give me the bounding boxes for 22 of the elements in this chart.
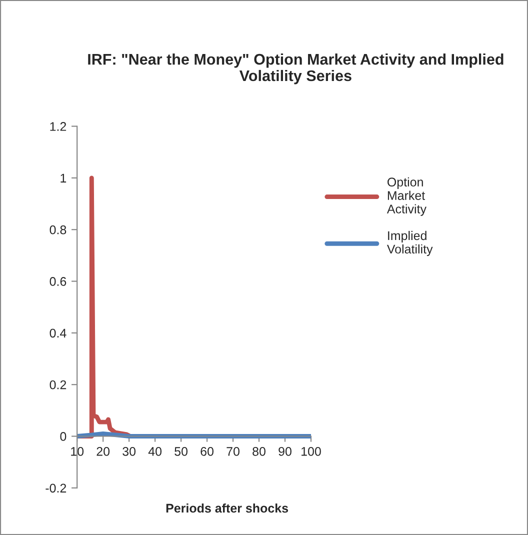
y-tick-label: 0.2 (50, 380, 66, 390)
y-tick-label: 0.8 (50, 225, 66, 234)
y-tick-label: 0.4 (50, 328, 66, 338)
x-tick-label: 80 (252, 447, 266, 456)
legend-label: Option Market Activity (386, 177, 426, 216)
x-tick-label: 100 (302, 447, 321, 456)
x-tick-label: 60 (200, 447, 214, 456)
x-axis-title: Periods after shocks (166, 503, 288, 513)
legend-label: Implied Volatility (386, 230, 433, 256)
y-tick-label: 1 (60, 174, 66, 182)
x-tick-label: 90 (278, 447, 292, 456)
x-tick-label: 30 (122, 447, 136, 456)
x-tick-label: 70 (226, 447, 240, 456)
x-tick-label: 40 (148, 447, 162, 456)
y-tick-label: 0 (60, 432, 66, 441)
chart-title: IRF: "Near the Money" Option Market Activity and Implied Volatility Series (88, 54, 504, 84)
y-tick-label: 0.6 (50, 277, 66, 286)
y-tick-label: -0.2 (46, 484, 66, 493)
x-tick-label: 50 (174, 447, 188, 456)
x-tick-label: 10 (71, 447, 84, 456)
y-tick-label: 1.2 (50, 122, 66, 131)
x-tick-label: 20 (96, 447, 110, 456)
